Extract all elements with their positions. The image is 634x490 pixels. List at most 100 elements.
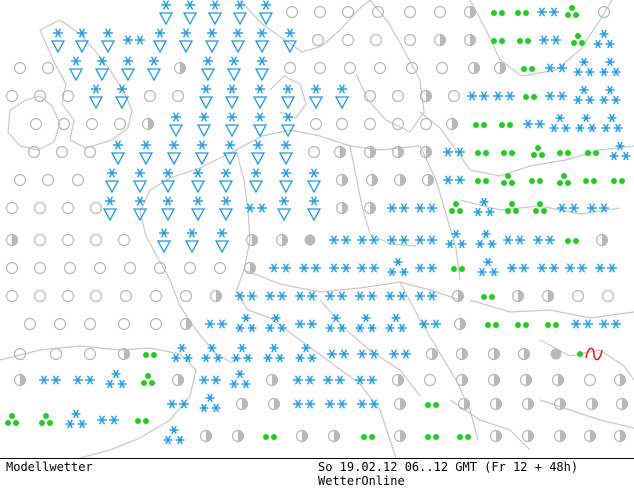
snow-shower-icon xyxy=(252,84,268,110)
half-cloud-icon xyxy=(117,347,131,361)
half-cloud-icon xyxy=(391,373,405,387)
snow-shower-icon xyxy=(146,56,162,82)
snow-icon xyxy=(293,399,315,409)
clear-circle-icon xyxy=(283,61,297,75)
snow-icon xyxy=(389,349,411,359)
border-balkans xyxy=(399,281,479,441)
clear-circle-icon xyxy=(309,117,323,131)
coastline-adriatic xyxy=(319,299,421,397)
half-cloud-icon xyxy=(235,397,249,411)
snow-shower-icon xyxy=(278,140,294,166)
clear-circle-icon xyxy=(597,5,611,19)
clear-circle-icon xyxy=(363,117,377,131)
clear-circle-icon xyxy=(41,173,55,187)
heavy-snow-icon xyxy=(355,313,377,333)
snow-icon xyxy=(73,375,95,385)
rain-icon xyxy=(517,38,531,44)
snow-icon xyxy=(357,349,379,359)
snow-shower-icon xyxy=(178,28,194,54)
clear-circle-icon xyxy=(83,145,97,159)
snow-icon xyxy=(245,203,267,213)
rain-icon xyxy=(545,322,559,328)
clear-circle-icon xyxy=(93,261,107,275)
rain-icon xyxy=(425,402,439,408)
rain-icon xyxy=(515,322,529,328)
snow-icon xyxy=(571,319,593,329)
half-cloud-icon xyxy=(521,429,535,443)
half-cloud-icon xyxy=(455,347,469,361)
half-cloud-icon xyxy=(275,233,289,247)
snow-shower-icon xyxy=(166,140,182,166)
half-cloud-icon xyxy=(179,317,193,331)
clear-circle-icon xyxy=(63,261,77,275)
snow-icon xyxy=(537,263,559,273)
clear-circle-icon xyxy=(23,317,37,331)
clear-circle-icon xyxy=(113,117,127,131)
snow-icon xyxy=(97,415,119,425)
heavy-rain-icon xyxy=(565,5,579,18)
snow-icon xyxy=(323,375,345,385)
clear-circle-icon xyxy=(119,289,133,303)
clear-circle-icon xyxy=(5,289,19,303)
clear-circle-icon xyxy=(363,89,377,103)
half-cloud-icon xyxy=(393,173,407,187)
clear-circle-icon xyxy=(33,261,47,275)
clear-circle-icon xyxy=(373,61,387,75)
clear-circle-icon xyxy=(13,61,27,75)
half-cloud-icon xyxy=(517,347,531,361)
snow-icon xyxy=(507,263,529,273)
clear-circle-icon xyxy=(117,317,131,331)
snow-shower-icon xyxy=(308,84,324,110)
half-cloud-icon xyxy=(267,397,281,411)
snow-shower-icon xyxy=(334,84,350,110)
snow-icon xyxy=(329,235,351,245)
snow-icon xyxy=(599,319,621,329)
rain-icon xyxy=(583,178,597,184)
heavy-snow-icon xyxy=(231,343,253,363)
coastline-denmark xyxy=(269,75,307,119)
heavy-snow-icon xyxy=(575,113,597,133)
half-cloud-icon xyxy=(487,373,501,387)
clear-circle-icon xyxy=(41,61,55,75)
rain-icon xyxy=(457,434,471,440)
heavy-snow-icon xyxy=(235,313,257,333)
snow-shower-icon xyxy=(138,140,154,166)
half-cloud-icon xyxy=(171,373,185,387)
clear-circle-icon xyxy=(311,33,325,47)
clear-circle-icon xyxy=(83,317,97,331)
snow-shower-icon xyxy=(224,112,240,138)
snow-icon xyxy=(299,263,321,273)
half-cloud-icon xyxy=(489,397,503,411)
snow-shower-icon xyxy=(207,0,223,26)
rain-icon xyxy=(523,94,537,100)
heavy-snow-icon xyxy=(265,313,287,333)
half-cloud-icon xyxy=(445,117,459,131)
rain-icon xyxy=(491,10,505,16)
weather-symbols xyxy=(5,0,631,445)
clear-circle-icon xyxy=(313,5,327,19)
clear-circle-icon xyxy=(183,261,197,275)
clear-circle-icon xyxy=(433,5,447,19)
half-cloud-icon xyxy=(231,429,245,443)
coastline-italy xyxy=(269,317,397,459)
clear-circle-icon xyxy=(13,347,27,361)
half-cloud-icon xyxy=(551,373,565,387)
half-cloud-icon xyxy=(209,289,223,303)
half-cloud-icon xyxy=(585,397,599,411)
clear-circle-icon xyxy=(5,261,19,275)
snow-shower-icon xyxy=(100,28,116,54)
half-cloud-icon xyxy=(327,429,341,443)
snow-shower-icon xyxy=(200,56,216,82)
half-cloud-icon xyxy=(393,429,407,443)
heavy-snow-icon xyxy=(573,85,595,105)
heavy-rain-icon xyxy=(449,201,463,214)
half-cloud-icon xyxy=(583,429,597,443)
source-label: WetterOnline xyxy=(318,474,405,488)
snow-icon xyxy=(493,91,515,101)
clear-circle-icon xyxy=(123,261,137,275)
clear-circle-icon xyxy=(33,289,47,303)
heavy-snow-icon xyxy=(385,313,407,333)
snow-shower-icon xyxy=(190,196,206,222)
clear-circle-icon xyxy=(335,117,349,131)
rain-icon xyxy=(263,434,277,440)
